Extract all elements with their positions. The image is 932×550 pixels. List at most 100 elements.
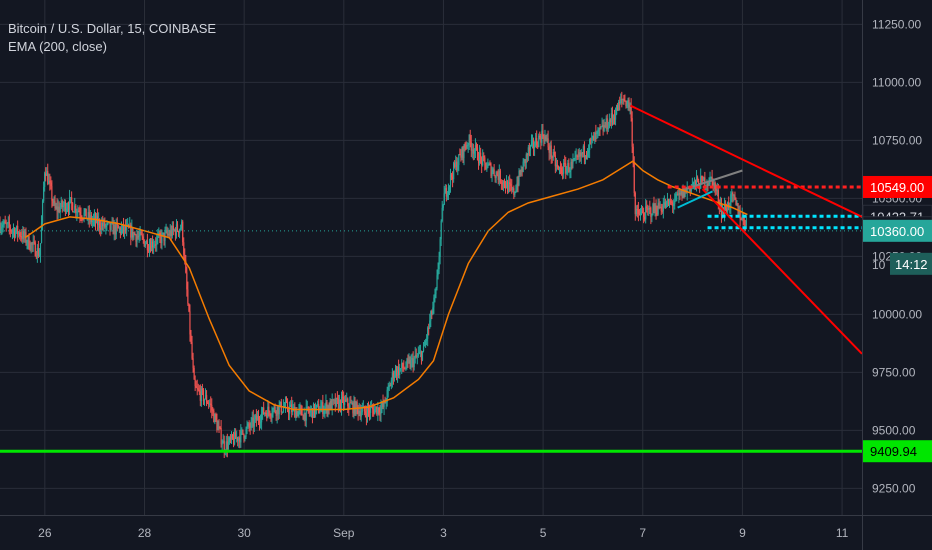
candle-body	[116, 222, 118, 226]
candle-body	[2, 224, 4, 228]
candle-body	[413, 358, 415, 368]
candle-body	[137, 236, 139, 238]
candle-body	[374, 408, 376, 415]
candle-body	[232, 438, 235, 445]
candle-body	[74, 205, 76, 212]
candle-body	[84, 208, 86, 213]
candle-body	[468, 134, 470, 145]
candle-body	[493, 169, 495, 176]
symbol-title[interactable]: Bitcoin / U.S. Dollar, 15, COINBASE	[8, 21, 217, 36]
candle-body	[263, 407, 265, 415]
candle-body	[80, 215, 82, 217]
plot-area	[0, 91, 862, 459]
candle-body	[295, 411, 297, 418]
candle-body	[563, 162, 565, 174]
candle-body	[427, 327, 429, 339]
candle-body	[599, 127, 601, 129]
candle-body	[614, 114, 617, 120]
candle-body	[445, 188, 447, 197]
candle-body	[360, 412, 362, 417]
candle-body	[488, 163, 490, 165]
candle-body	[509, 182, 511, 185]
candle-body	[681, 190, 683, 198]
candle-body	[57, 206, 59, 212]
candle-body	[396, 366, 399, 377]
price-badges: 10549.0010422.7110373.3210360.009409.941…	[862, 175, 932, 463]
candle-body	[455, 161, 457, 167]
candle-body	[237, 437, 239, 442]
candle-body	[386, 389, 388, 403]
candle-body	[190, 334, 192, 343]
candle-body	[139, 231, 141, 236]
candle-body	[549, 145, 551, 153]
candle-body	[46, 171, 48, 176]
candle-body	[108, 222, 110, 224]
candle-body	[252, 417, 254, 427]
candle-body	[4, 221, 6, 224]
candle-body	[617, 105, 619, 111]
candle-body	[278, 405, 280, 415]
candle-body	[577, 156, 579, 158]
candle-body	[30, 243, 32, 250]
candle-body	[225, 441, 227, 452]
candle-body	[338, 400, 341, 410]
candle-body	[194, 379, 196, 387]
candle-body	[204, 395, 207, 399]
candle-body	[605, 118, 607, 128]
candle-body	[642, 213, 645, 217]
candle-body	[296, 411, 298, 417]
candle-body	[401, 362, 403, 369]
candle-body	[733, 195, 735, 197]
candle-body	[497, 175, 499, 180]
candle-body	[157, 235, 159, 239]
candle-body	[255, 415, 257, 421]
candle-body	[49, 180, 51, 183]
candle-body	[314, 407, 317, 415]
candle-body	[368, 410, 371, 413]
time-tick-label: Sep	[333, 526, 355, 540]
candle-body	[498, 170, 500, 180]
candle-body	[460, 155, 462, 158]
candle-body	[558, 167, 561, 169]
candle-body	[440, 221, 442, 240]
candle-body	[511, 185, 513, 190]
candle-body	[323, 410, 325, 414]
candle-body	[687, 187, 689, 189]
candle-body	[666, 199, 669, 202]
candle-body	[287, 409, 290, 414]
candle-body	[661, 210, 663, 212]
candle-body	[550, 145, 552, 158]
candle-body	[412, 358, 414, 368]
candle-body	[405, 367, 407, 369]
candle-body	[213, 410, 215, 423]
ema-indicator-label[interactable]: EMA (200, close)	[8, 39, 107, 54]
candle-body	[235, 432, 237, 439]
candle-body	[45, 173, 47, 176]
candle-body	[317, 404, 319, 406]
candle-body	[229, 437, 232, 440]
candle-body	[644, 216, 646, 220]
candle-body	[198, 389, 200, 392]
candle-body	[409, 360, 411, 368]
candle-body	[652, 204, 654, 216]
candle-body	[683, 188, 685, 198]
candle-body	[492, 169, 494, 172]
candle-body	[358, 410, 360, 414]
candle-body	[446, 194, 449, 197]
candle-body	[597, 129, 599, 132]
candle-body	[122, 224, 125, 232]
candle-body	[253, 419, 255, 427]
candle-body	[66, 207, 69, 209]
candle-body	[658, 202, 660, 209]
candle-body	[719, 204, 722, 208]
candle-body	[453, 163, 455, 180]
candle-body	[527, 147, 529, 156]
candle-body	[634, 192, 636, 215]
candle-body	[388, 385, 390, 387]
candle-body	[251, 417, 253, 421]
candle-body	[257, 416, 260, 421]
candle-body	[473, 150, 475, 154]
time-tick-label: 7	[639, 526, 646, 540]
candle-body	[141, 234, 143, 237]
